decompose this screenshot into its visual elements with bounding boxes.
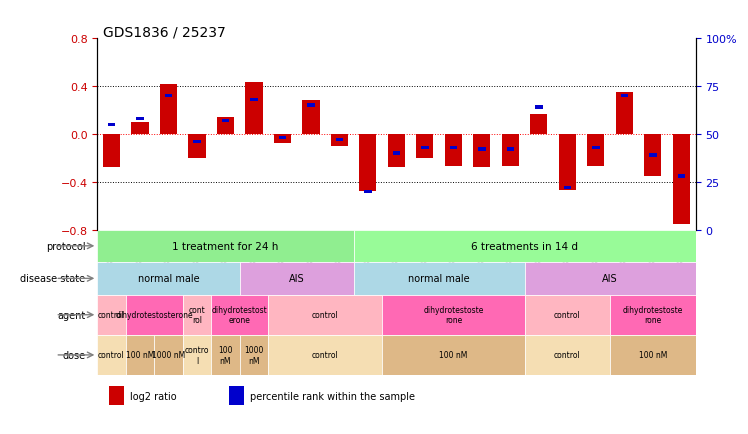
- Text: control: control: [312, 310, 339, 319]
- Text: AIS: AIS: [289, 274, 304, 284]
- Bar: [421, 146, 429, 150]
- Bar: [524, 295, 610, 335]
- Bar: [160, 84, 177, 135]
- Text: control: control: [554, 351, 580, 360]
- Bar: [354, 263, 524, 295]
- Text: dihydrotestoste
rone: dihydrotestoste rone: [622, 306, 683, 325]
- Bar: [229, 387, 244, 405]
- Bar: [563, 186, 571, 190]
- Bar: [274, 135, 291, 144]
- Bar: [278, 137, 286, 140]
- Bar: [587, 135, 604, 167]
- Bar: [592, 146, 600, 150]
- Bar: [211, 335, 239, 375]
- Bar: [193, 141, 200, 144]
- Bar: [132, 122, 149, 135]
- Text: control: control: [98, 310, 125, 319]
- Text: percentile rank within the sample: percentile rank within the sample: [250, 391, 415, 401]
- Bar: [302, 101, 319, 135]
- Bar: [183, 295, 211, 335]
- Text: 6 treatments in 14 d: 6 treatments in 14 d: [471, 241, 578, 251]
- Bar: [269, 295, 382, 335]
- Bar: [336, 138, 343, 142]
- Text: control: control: [98, 351, 125, 360]
- Text: log2 ratio: log2 ratio: [130, 391, 177, 401]
- Bar: [502, 135, 519, 167]
- Bar: [331, 135, 348, 146]
- Bar: [478, 148, 485, 151]
- Bar: [97, 295, 126, 335]
- Text: 100
nM: 100 nM: [218, 345, 233, 365]
- Bar: [354, 230, 696, 263]
- Bar: [530, 114, 548, 135]
- Bar: [136, 118, 144, 121]
- Bar: [250, 99, 258, 102]
- Bar: [673, 135, 690, 224]
- Bar: [382, 335, 524, 375]
- Bar: [524, 335, 610, 375]
- Bar: [165, 95, 172, 98]
- Bar: [524, 263, 696, 295]
- Text: disease state: disease state: [20, 274, 85, 284]
- Text: contro
l: contro l: [185, 345, 209, 365]
- Text: dihydrotestosterone: dihydrotestosterone: [115, 310, 193, 319]
- Text: GDS1836 / 25237: GDS1836 / 25237: [103, 25, 226, 39]
- Bar: [239, 263, 354, 295]
- Bar: [154, 335, 183, 375]
- Text: 100 nM: 100 nM: [439, 351, 468, 360]
- Text: 100 nM: 100 nM: [639, 351, 667, 360]
- Bar: [473, 135, 491, 168]
- Text: control: control: [554, 310, 580, 319]
- Text: dihydrotestoste
rone: dihydrotestoste rone: [423, 306, 484, 325]
- Bar: [217, 118, 234, 135]
- Bar: [126, 335, 154, 375]
- Text: 1 treatment for 24 h: 1 treatment for 24 h: [172, 241, 279, 251]
- Bar: [97, 230, 354, 263]
- Text: protocol: protocol: [46, 241, 85, 251]
- Text: cont
rol: cont rol: [188, 306, 206, 325]
- Bar: [126, 295, 183, 335]
- Bar: [269, 335, 382, 375]
- Bar: [188, 135, 206, 158]
- Bar: [97, 263, 239, 295]
- Bar: [211, 295, 269, 335]
- Bar: [364, 190, 372, 194]
- Text: normal male: normal male: [138, 274, 199, 284]
- Bar: [644, 135, 661, 176]
- Bar: [109, 387, 124, 405]
- Bar: [621, 95, 628, 98]
- Text: 1000
nM: 1000 nM: [245, 345, 263, 365]
- Bar: [450, 146, 457, 150]
- Bar: [417, 135, 434, 158]
- Bar: [678, 175, 685, 178]
- Text: 1000 nM: 1000 nM: [152, 351, 185, 360]
- Text: AIS: AIS: [602, 274, 618, 284]
- Text: dose: dose: [62, 350, 85, 360]
- Text: control: control: [312, 351, 339, 360]
- Bar: [239, 335, 269, 375]
- Bar: [97, 335, 126, 375]
- Bar: [610, 335, 696, 375]
- Bar: [307, 104, 315, 108]
- Bar: [506, 148, 515, 151]
- Text: dihydrotestost
erone: dihydrotestost erone: [212, 306, 268, 325]
- Bar: [108, 123, 115, 127]
- Bar: [610, 295, 696, 335]
- Bar: [616, 93, 633, 135]
- Text: normal male: normal male: [408, 274, 470, 284]
- Bar: [393, 152, 400, 155]
- Bar: [382, 295, 524, 335]
- Bar: [649, 154, 657, 157]
- Bar: [245, 83, 263, 135]
- Text: 100 nM: 100 nM: [126, 351, 154, 360]
- Bar: [183, 335, 211, 375]
- Bar: [359, 135, 376, 192]
- Bar: [103, 135, 120, 168]
- Bar: [221, 119, 230, 123]
- Bar: [559, 135, 576, 191]
- Bar: [445, 135, 462, 167]
- Bar: [535, 106, 543, 109]
- Bar: [388, 135, 405, 168]
- Text: agent: agent: [57, 310, 85, 320]
